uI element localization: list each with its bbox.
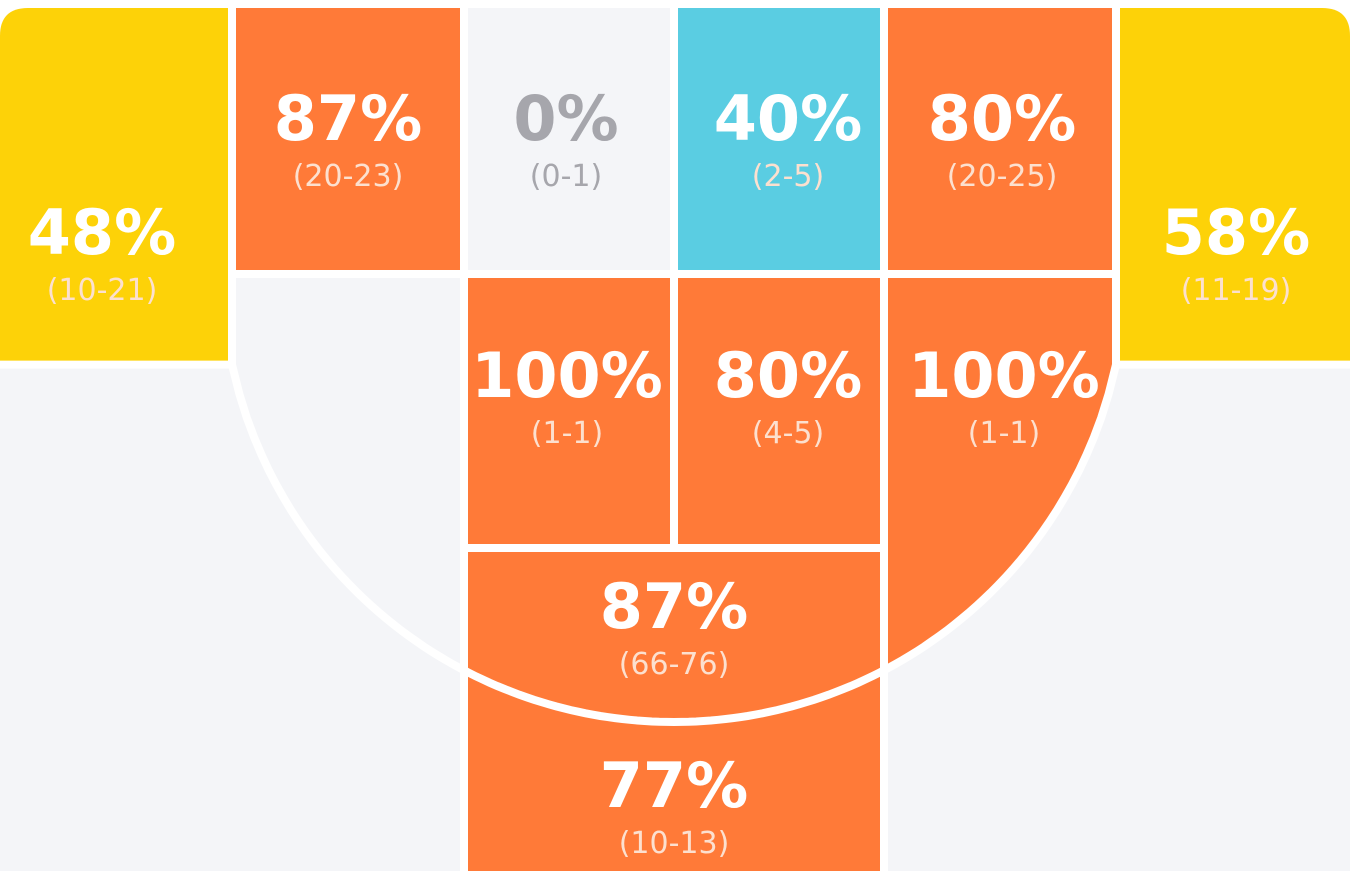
zone-left-paint	[464, 274, 674, 548]
zone-pct-right-wing-mid: 80%	[928, 82, 1076, 155]
zone-top-of-arc-three	[464, 670, 884, 871]
zone-left-corner-three	[0, 8, 232, 365]
zone-right-baseline-mid	[884, 274, 1116, 671]
zone-count-left-elbow-mid: (0-1)	[530, 159, 602, 194]
labels-layer: 48% (10-21) 87% (20-23) 0% (0-1) 40% (2-5) 80% (2…	[28, 82, 1310, 861]
zone-count-top-of-arc-three: (10-13)	[619, 826, 730, 861]
zone-center-paint	[674, 274, 884, 548]
zone-count-right-wing-mid: (20-25)	[947, 159, 1058, 194]
zone-count-left-wing-mid: (20-23)	[293, 159, 404, 194]
zone-pct-left-corner-three: 48%	[28, 196, 176, 269]
zone-count-right-baseline-mid: (1-1)	[968, 416, 1040, 451]
zone-pct-left-wing-mid: 87%	[274, 82, 422, 155]
zone-pct-center-paint: 80%	[714, 339, 862, 412]
zone-right-wing-mid	[884, 8, 1116, 274]
zone-count-center-paint: (4-5)	[752, 416, 824, 451]
zone-pct-top-of-arc-three: 77%	[600, 749, 748, 822]
zone-left-wing-mid	[232, 8, 464, 274]
zone-pct-right-baseline-mid: 100%	[908, 339, 1100, 412]
zone-count-right-corner-three: (11-19)	[1181, 273, 1292, 308]
zone-pct-top-key: 87%	[600, 570, 748, 643]
zone-right-corner-three	[1116, 8, 1350, 365]
zone-count-left-paint: (1-1)	[531, 416, 603, 451]
zone-pct-right-corner-three: 58%	[1162, 196, 1310, 269]
zone-count-top-key: (66-76)	[619, 647, 730, 682]
zone-pct-left-elbow-mid: 0%	[513, 82, 618, 155]
zone-pct-left-paint: 100%	[471, 339, 663, 412]
zone-count-right-elbow-mid: (2-5)	[752, 159, 824, 194]
zone-top-key	[464, 548, 884, 722]
zone-pct-right-elbow-mid: 40%	[714, 82, 862, 155]
zone-count-left-corner-three: (10-21)	[47, 273, 158, 308]
zone-left-elbow-mid	[464, 8, 674, 274]
three-point-arc	[228, 363, 1120, 727]
zone-right-elbow-mid	[674, 8, 884, 274]
